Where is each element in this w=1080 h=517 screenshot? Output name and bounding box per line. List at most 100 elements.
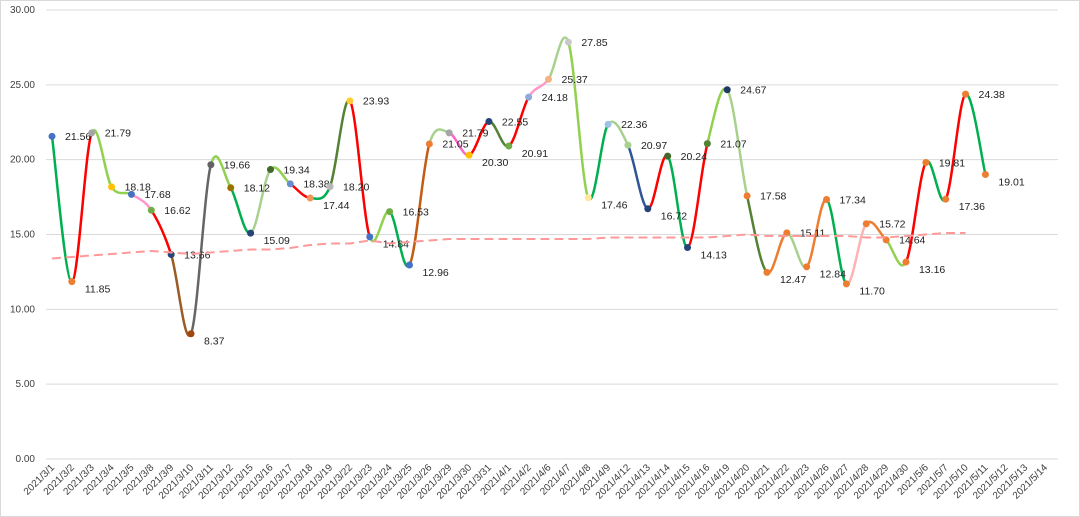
line-segment (547, 36, 570, 81)
marker (803, 263, 811, 271)
y-tick-label: 20.00 (10, 155, 35, 166)
marker (346, 97, 354, 105)
data-label: 15.11 (800, 228, 826, 240)
data-label: 24.38 (979, 89, 1005, 101)
marker (584, 194, 592, 202)
marker (465, 151, 473, 159)
data-label: 22.36 (621, 119, 647, 131)
trend-line (51, 232, 966, 260)
marker (842, 280, 850, 288)
marker (545, 75, 552, 83)
line-segment (189, 164, 213, 335)
marker (743, 192, 751, 200)
data-label: 15.09 (264, 235, 290, 247)
line-segment (348, 100, 371, 238)
data-label: 16.53 (403, 206, 429, 218)
marker (962, 90, 970, 98)
data-label: 17.68 (144, 189, 170, 201)
data-label: 20.91 (522, 148, 548, 160)
data-label: 21.79 (462, 128, 488, 140)
marker (88, 129, 96, 137)
marker (624, 141, 632, 149)
marker (684, 244, 692, 252)
data-label: 12.47 (780, 274, 806, 286)
marker (604, 120, 612, 128)
line-segment (50, 136, 74, 283)
data-label: 16.72 (661, 211, 687, 223)
line-segment (567, 41, 590, 199)
marker (147, 206, 155, 214)
y-tick-label: 25.00 (10, 80, 35, 91)
marker (266, 166, 274, 174)
data-label: 27.85 (581, 37, 607, 49)
data-label: 11.70 (859, 286, 885, 298)
data-label: 23.93 (363, 96, 389, 108)
marker (425, 140, 433, 148)
marker (823, 195, 831, 203)
marker (942, 195, 950, 203)
marker (505, 142, 513, 150)
marker (187, 330, 195, 338)
data-label: 14.13 (701, 249, 727, 261)
data-label: 19.81 (939, 157, 965, 169)
line-segment (408, 143, 431, 266)
data-label: 20.24 (681, 151, 707, 163)
data-label: 25.37 (562, 74, 588, 86)
data-label: 14.84 (383, 239, 409, 251)
data-label: 17.58 (760, 191, 786, 203)
data-label: 20.30 (482, 157, 508, 169)
data-label: 22.55 (502, 116, 528, 128)
data-label: 21.05 (442, 139, 468, 151)
data-label: 18.20 (343, 181, 369, 193)
marker (723, 86, 731, 94)
y-tick-label: 0.00 (16, 454, 36, 465)
line-segment (70, 132, 93, 283)
marker (207, 161, 215, 169)
marker (127, 190, 135, 198)
data-label: 17.44 (323, 200, 349, 212)
data-label: 24.18 (542, 92, 568, 104)
y-tick-label: 30.00 (10, 5, 35, 16)
marker (445, 129, 453, 137)
data-label: 17.36 (959, 201, 985, 213)
marker (664, 152, 672, 160)
y-tick-label: 10.00 (10, 304, 35, 315)
data-label: 14.64 (899, 235, 925, 247)
marker (564, 38, 572, 46)
marker (525, 93, 533, 101)
data-label: 19.01 (998, 176, 1024, 188)
data-label: 16.62 (164, 205, 190, 217)
data-label: 19.66 (224, 160, 250, 172)
data-label: 17.34 (840, 194, 866, 206)
data-label: 21.56 (65, 131, 91, 143)
y-tick-label: 5.00 (16, 379, 36, 390)
data-label: 24.67 (740, 85, 766, 97)
marker (644, 205, 652, 213)
data-label: 18.18 (125, 182, 151, 194)
marker (703, 140, 711, 148)
line-segment (209, 155, 232, 189)
marker (902, 258, 910, 266)
marker (485, 118, 493, 126)
data-label: 18.12 (244, 183, 270, 195)
line-segment (904, 161, 927, 263)
line-segment (944, 93, 967, 200)
marker (227, 184, 235, 192)
marker (48, 132, 56, 140)
data-label: 21.79 (105, 128, 131, 140)
marker (386, 208, 394, 216)
marker (68, 278, 76, 286)
marker (922, 159, 930, 167)
marker (286, 180, 294, 188)
data-label: 13.16 (919, 264, 945, 276)
marker (981, 170, 989, 178)
marker (366, 233, 374, 241)
marker (862, 220, 870, 228)
data-label: 12.84 (820, 269, 846, 281)
data-label: 15.72 (879, 219, 905, 231)
data-label: 11.85 (85, 283, 111, 295)
line-segment (726, 89, 749, 197)
y-tick-label: 15.00 (10, 230, 35, 241)
line-segment (686, 143, 709, 249)
